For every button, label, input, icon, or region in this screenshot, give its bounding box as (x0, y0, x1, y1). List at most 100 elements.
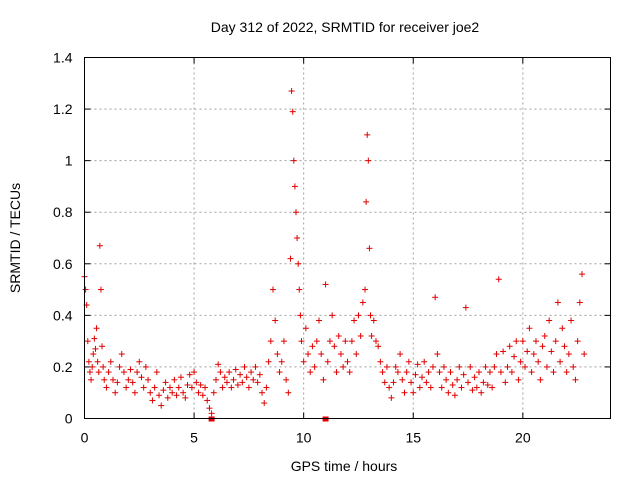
data-point (513, 338, 520, 345)
data-point (213, 376, 219, 383)
data-point (156, 392, 163, 399)
data-point (138, 374, 145, 381)
data-point (421, 358, 428, 365)
data-point (570, 363, 577, 370)
x-tick-label: 10 (296, 430, 312, 446)
data-point (410, 389, 417, 396)
data-point (390, 379, 397, 386)
data-point (576, 299, 583, 306)
data-point (515, 376, 522, 383)
data-point (199, 392, 206, 399)
data-point (85, 358, 92, 365)
data-point (313, 338, 320, 345)
data-point (241, 363, 248, 370)
data-point (166, 384, 173, 391)
data-point (158, 402, 165, 409)
data-point (365, 157, 372, 164)
data-point (532, 338, 539, 345)
data-point (388, 394, 395, 401)
data-points (81, 88, 588, 422)
data-point (434, 351, 441, 358)
data-point (127, 366, 134, 373)
data-point (307, 369, 314, 376)
data-point (195, 389, 202, 396)
data-point (311, 363, 318, 370)
data-point (528, 369, 535, 376)
data-point (530, 351, 537, 358)
data-point (548, 348, 555, 355)
data-point (295, 260, 302, 267)
data-point (86, 369, 93, 376)
data-point (160, 387, 167, 394)
data-point (318, 351, 325, 358)
data-point (269, 286, 276, 293)
data-point (363, 198, 370, 205)
data-point (579, 271, 586, 278)
data-point (368, 332, 375, 339)
data-point (508, 369, 515, 376)
data-point (392, 363, 399, 370)
data-point (423, 379, 430, 386)
data-point (95, 369, 102, 376)
data-point (248, 369, 255, 376)
data-point (120, 369, 127, 376)
data-point (320, 376, 327, 383)
data-point (250, 376, 257, 383)
y-tick-label: 0 (65, 411, 73, 427)
data-point (574, 338, 581, 345)
data-point (202, 384, 209, 391)
data-point (261, 400, 268, 407)
data-point (482, 363, 489, 370)
data-point (96, 242, 103, 249)
data-point (186, 371, 193, 378)
data-point (226, 369, 233, 376)
data-point (355, 312, 362, 319)
data-point (537, 376, 544, 383)
data-point (208, 410, 215, 417)
data-point (288, 88, 295, 95)
data-point (237, 371, 244, 378)
data-point (568, 317, 575, 324)
data-point (259, 389, 266, 396)
chart-title: Day 312 of 2022, SRMTID for receiver joe… (211, 19, 480, 35)
data-point (367, 312, 374, 319)
data-point (403, 369, 410, 376)
data-point (419, 374, 426, 381)
y-tick-label: 0.8 (53, 204, 73, 220)
data-point (296, 286, 303, 293)
data-point (386, 384, 393, 391)
data-point (175, 384, 182, 391)
data-point (522, 363, 529, 370)
data-point (97, 286, 104, 293)
data-point (245, 384, 252, 391)
data-point (100, 363, 107, 370)
data-point (232, 366, 239, 373)
y-axis-label: SRMTID / TECUs (7, 183, 23, 293)
y-tick-label: 1.4 (53, 50, 73, 66)
data-point (217, 369, 224, 376)
data-point (101, 376, 108, 383)
data-point (285, 389, 292, 396)
x-tick-label: 20 (515, 430, 531, 446)
data-point (563, 369, 570, 376)
data-point (274, 351, 281, 358)
data-point (478, 389, 485, 396)
data-point (535, 358, 542, 365)
data-point (256, 371, 263, 378)
data-point (252, 363, 259, 370)
y-tick-label: 0.6 (53, 256, 73, 272)
data-point (456, 363, 463, 370)
data-point (543, 363, 550, 370)
data-point (462, 304, 469, 311)
data-point (140, 384, 147, 391)
data-point (294, 235, 301, 241)
data-point (370, 317, 377, 324)
x-tick-label: 0 (81, 430, 89, 446)
data-point (92, 345, 99, 352)
data-point (239, 379, 246, 386)
data-point (169, 389, 176, 396)
data-point (359, 299, 366, 306)
data-point (484, 381, 491, 388)
data-point (305, 351, 312, 358)
data-point (243, 374, 250, 381)
